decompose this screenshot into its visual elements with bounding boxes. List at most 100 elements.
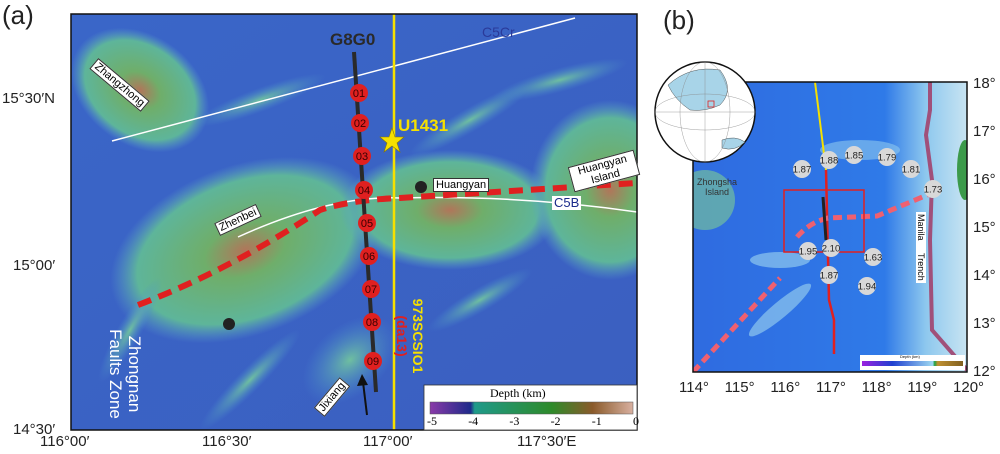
- heat-flow-value: 1.79: [878, 153, 897, 164]
- zhongsha-island-shape: [693, 170, 735, 230]
- station-label: 04: [358, 185, 370, 197]
- ridge: [199, 329, 301, 430]
- heat-flow-marker: [858, 277, 876, 295]
- x-tick: 117°00′: [363, 433, 413, 450]
- trench-label: Manila Trench: [916, 212, 926, 283]
- heat-flow-marker: [820, 151, 838, 169]
- x-tick-b: 117°: [816, 379, 846, 396]
- station-marker: [362, 280, 380, 298]
- heat-flow-value: 2.10: [822, 244, 841, 255]
- y-tick-b: 12°: [973, 363, 996, 380]
- station-label: 06: [363, 251, 375, 263]
- heat-flow-value: 1.81: [902, 165, 921, 176]
- y-tick-b: 14°: [973, 267, 996, 284]
- depth-legend-title-b: Depth (km): [900, 354, 920, 359]
- panel-b-frame: [692, 81, 968, 373]
- legend-tick: -3: [509, 414, 520, 428]
- heat-flow-value: 1.63: [864, 253, 883, 264]
- heat-flow-marker: [902, 160, 920, 178]
- heat-flow-value: 1.85: [845, 151, 864, 162]
- heat-flow-marker: [820, 266, 838, 284]
- station-marker: [355, 181, 373, 199]
- station-label: 07: [365, 284, 377, 296]
- g8g0-label: G8G0: [330, 30, 376, 49]
- ridge: [427, 268, 533, 332]
- arrow-icon: [362, 381, 368, 416]
- x-tick-b: 119°: [907, 379, 938, 396]
- station-marker: [364, 352, 382, 370]
- station-label: 03: [356, 151, 368, 163]
- profile-sub: (da13): [394, 315, 410, 357]
- station-marker: [353, 147, 371, 165]
- panel-a-label: (a): [2, 0, 34, 30]
- extinct-ridge-axis: [136, 180, 637, 308]
- luzon-land: [957, 140, 967, 200]
- y-tick-b: 15°: [973, 219, 996, 236]
- g8g0-line-b: [821, 196, 828, 241]
- heat-flow-marker: [864, 248, 882, 266]
- c5b-label: C5B: [552, 195, 582, 210]
- place-zhongsha: Zhongsha Island: [696, 177, 738, 197]
- x-tick-b: 115°: [724, 379, 755, 396]
- panel-b-label: (b): [663, 5, 695, 35]
- station-marker: [360, 247, 378, 265]
- ridge-axis-b-south: [693, 276, 782, 372]
- australia-landmass: [721, 137, 746, 150]
- ridge: [194, 73, 326, 127]
- y-tick-b: 13°: [973, 315, 996, 332]
- station-marker: [351, 114, 369, 132]
- zhangzhong-seamount: [71, 27, 210, 153]
- x-tick-b: 116°: [770, 379, 801, 396]
- heat-flow-value: 1.87: [793, 165, 812, 176]
- legend-tick: -5: [427, 414, 437, 428]
- profile-label: 973SCSIO1 (da13): [394, 281, 426, 391]
- x-tick-b: 120°: [953, 379, 985, 396]
- heat-flow-marker: [793, 160, 811, 178]
- zhenbei-seamount: [110, 156, 380, 344]
- depth-legend-ticks: -5 -4 -3 -2 -1 0: [427, 414, 639, 429]
- station-marker: [350, 84, 368, 102]
- ridge-axis-b: [795, 190, 933, 239]
- y-tick: 15°30′N: [2, 90, 56, 107]
- heat-flow-value: 1.73: [924, 185, 943, 196]
- station-label: 02: [354, 118, 366, 130]
- globe-location-box: [707, 100, 715, 108]
- legend-tick: -2: [550, 414, 561, 428]
- heat-flow-marker: [822, 239, 840, 257]
- huangyan-island: [530, 100, 637, 280]
- arrow-head-icon: [357, 374, 368, 386]
- y-tick: 15°00′: [13, 257, 56, 274]
- fault-zone-label: Zhongnan Faults Zone: [106, 319, 144, 429]
- heat-flow-value: 1.94: [858, 282, 877, 293]
- c5cr-label: C5Cr: [482, 24, 515, 40]
- y-tick-b: 16°: [973, 171, 996, 188]
- y-tick-b: 17°: [973, 123, 996, 140]
- seamount-b: [750, 252, 810, 268]
- heat-flow-value: 1.95: [799, 247, 818, 258]
- station-label: 09: [367, 356, 379, 368]
- depth-legend-title: Depth (km): [490, 386, 546, 400]
- profile-b-red: [824, 169, 836, 354]
- y-tick: 14°30′: [13, 421, 56, 438]
- huangyan-dot: [415, 181, 427, 193]
- manila-trench-line: [923, 82, 967, 372]
- u1431-star-icon: [379, 127, 405, 153]
- heat-flow-value: 1.87: [820, 271, 839, 282]
- station-label: 05: [361, 218, 373, 230]
- globe-graticule: [654, 61, 756, 163]
- heat-flow-marker: [799, 242, 817, 260]
- heat-flow-marker: [878, 148, 896, 166]
- c5cr-isochron: [111, 17, 576, 142]
- heat-flow-marker: [924, 180, 942, 198]
- ridge: [409, 83, 531, 157]
- x-tick-b: 118°: [861, 379, 892, 396]
- legend-tick: -1: [591, 414, 602, 428]
- seamount-b: [748, 283, 812, 337]
- profile-name: 973SCSIO1: [410, 298, 426, 374]
- heat-flow-marker: [845, 146, 863, 164]
- legend-tick: -4: [468, 414, 479, 428]
- x-tick: 116°30′: [202, 433, 252, 450]
- asia-landmass: [667, 68, 728, 111]
- trench-label-2: Trench: [916, 253, 926, 281]
